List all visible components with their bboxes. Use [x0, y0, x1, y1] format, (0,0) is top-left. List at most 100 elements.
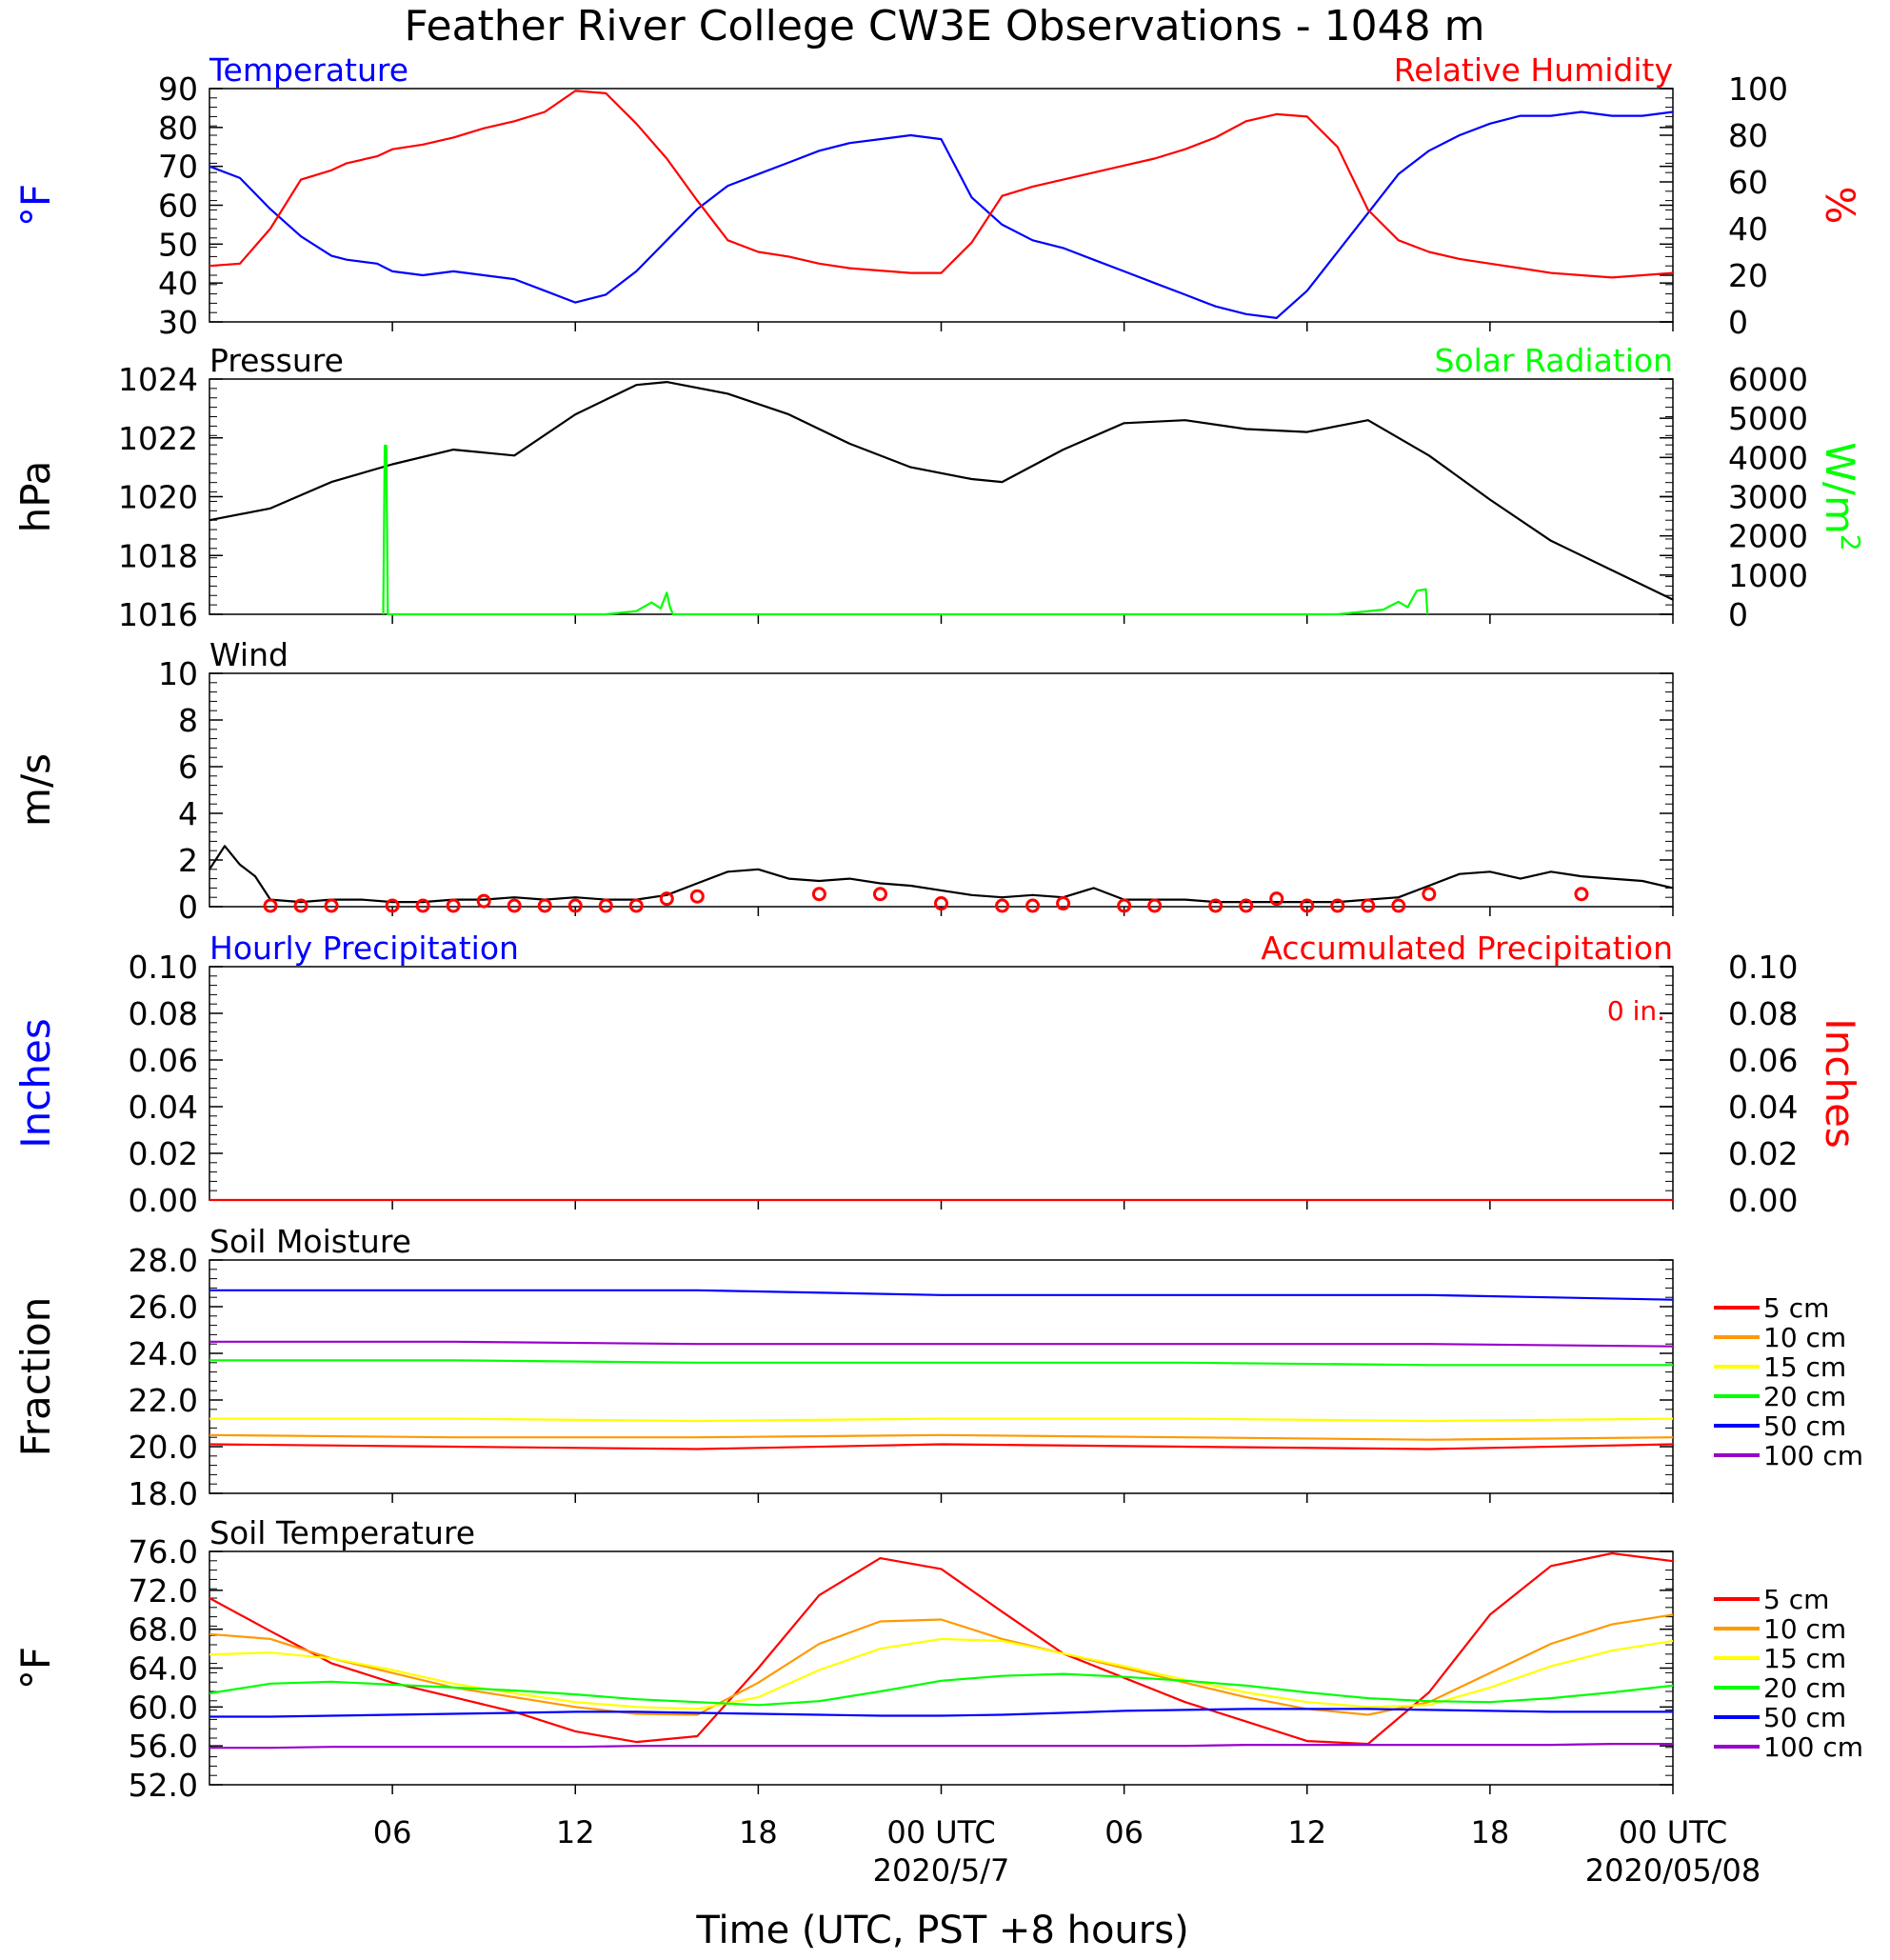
- wind-marker: [537, 898, 552, 913]
- wind-marker: [689, 889, 705, 904]
- y-axis-label-superscript: 2: [1835, 534, 1866, 551]
- series-line-wind: [209, 845, 1674, 904]
- wind-marker: [1269, 891, 1284, 907]
- wind-marker: [293, 898, 308, 913]
- legend-label: 5 cm: [1763, 1292, 1829, 1324]
- plot-frame: [209, 672, 1674, 908]
- legend-label: 15 cm: [1763, 1351, 1846, 1383]
- y-tick-label-right: 0.08: [1728, 995, 1798, 1032]
- wind-marker: [1117, 898, 1132, 913]
- y-axis-label-left: Inches: [12, 1018, 59, 1148]
- wind-marker: [324, 898, 339, 913]
- y-tick-label-left: 1022: [118, 420, 198, 457]
- y-tick-label-left: 8: [178, 702, 198, 739]
- y-tick-label-left: 2: [178, 842, 198, 879]
- y-tick-label-left: 1024: [118, 361, 198, 398]
- plot-frame: [209, 378, 1674, 615]
- legend-label: 15 cm: [1763, 1643, 1846, 1674]
- y-tick-label-left: 0: [178, 889, 198, 926]
- legend-label: 10 cm: [1763, 1322, 1846, 1353]
- y-tick-label-right: 4000: [1728, 439, 1808, 476]
- y-tick-label-left: 0.08: [129, 995, 198, 1032]
- y-tick-label-right: 6000: [1728, 361, 1808, 398]
- series-line-20-cm: [209, 1359, 1673, 1367]
- y-tick-label-left: 72.0: [129, 1572, 198, 1610]
- wind-marker: [1300, 898, 1315, 913]
- y-tick-label-right: 0.10: [1728, 949, 1798, 986]
- wind-marker: [1056, 896, 1071, 911]
- y-tick-label-left: 18.0: [129, 1475, 198, 1512]
- y-tick-label-left: 40: [158, 265, 198, 302]
- x-tick-label: 00 UTC: [1619, 1814, 1727, 1850]
- legend-label: 100 cm: [1763, 1731, 1863, 1763]
- y-tick-label-left: 10: [158, 655, 198, 692]
- wind-marker: [1422, 887, 1437, 902]
- y-tick-label-left: 56.0: [129, 1728, 198, 1765]
- x-axis-label: Time (UTC, PST +8 hours): [695, 1909, 1188, 1952]
- y-tick-label-left: 4: [178, 795, 198, 832]
- y-tick-label-left: 26.0: [129, 1289, 198, 1326]
- y-tick-label-left: 20.0: [129, 1429, 198, 1466]
- y-tick-label-left: 1020: [118, 479, 198, 516]
- y-tick-label-left: 76.0: [129, 1533, 198, 1570]
- wind-marker: [385, 898, 400, 913]
- y-tick-label-left: 0.00: [129, 1182, 198, 1219]
- date-label: 2020/05/08: [1585, 1852, 1761, 1889]
- y-tick-label-left: 1016: [118, 596, 198, 633]
- date-label: 2020/5/7: [873, 1852, 1010, 1889]
- y-axis-label-left: °F: [12, 184, 59, 227]
- y-tick-label-left: 6: [178, 749, 198, 786]
- series-line-100-cm: [209, 1340, 1674, 1348]
- x-tick-label: 18: [739, 1814, 778, 1850]
- wind-marker: [1147, 898, 1163, 913]
- y-tick-label-left: 0.10: [129, 949, 198, 986]
- wind-marker: [1574, 887, 1589, 902]
- wind-marker: [1391, 898, 1406, 913]
- panel-title-left: Temperature: [209, 51, 408, 89]
- y-tick-label-left: 0.02: [129, 1135, 198, 1172]
- series-line-solar-radiation: [382, 444, 1429, 616]
- wind-marker: [507, 898, 522, 913]
- y-axis-label-right: W/m2: [1817, 442, 1866, 550]
- y-tick-label-left: 68.0: [129, 1611, 198, 1649]
- y-tick-label-left: 70: [158, 149, 198, 186]
- series-line-10-cm: [209, 1613, 1674, 1716]
- y-tick-label-left: 0.06: [129, 1042, 198, 1079]
- wind-marker: [476, 893, 491, 909]
- panel-title-right: Relative Humidity: [1394, 51, 1673, 89]
- panel-title-right: Solar Radiation: [1434, 342, 1673, 379]
- panel-soil_temperature: 52.056.060.064.068.072.076.0 Soil Tempera…: [12, 1514, 1863, 1804]
- y-axis-label-right: %: [1817, 187, 1863, 225]
- x-tick-label: 18: [1471, 1814, 1510, 1850]
- series-line-15-cm: [209, 1417, 1674, 1423]
- y-tick-label-left: 22.0: [129, 1382, 198, 1419]
- series-line-pressure: [209, 381, 1674, 601]
- panel-title-right: Accumulated Precipitation: [1261, 930, 1673, 967]
- y-tick-label-right: 0.00: [1728, 1182, 1798, 1219]
- wind-marker: [567, 898, 583, 913]
- y-tick-label-left: 52.0: [129, 1767, 198, 1804]
- wind-marker: [1330, 898, 1345, 913]
- y-tick-label-left: 30: [158, 304, 198, 341]
- y-tick-label-right: 1000: [1728, 557, 1808, 594]
- wind-marker: [1361, 898, 1376, 913]
- y-tick-label-left: 24.0: [129, 1335, 198, 1372]
- x-tick-label: 12: [1287, 1814, 1326, 1850]
- y-tick-label-left: 64.0: [129, 1650, 198, 1688]
- series-line-100-cm: [209, 1742, 1673, 1750]
- legend-label: 20 cm: [1763, 1381, 1846, 1412]
- wind-marker: [659, 891, 674, 907]
- panel-soil_moisture: 18.0 20.0 22.0 24.0 26.0 28.0 Soil Moisture Fra…: [12, 1223, 1863, 1512]
- series-line-15-cm: [209, 1637, 1674, 1710]
- x-tick-label: 06: [1104, 1814, 1144, 1850]
- y-tick-label-right: 0: [1728, 304, 1748, 341]
- wind-marker: [1239, 898, 1254, 913]
- wind-marker: [1208, 898, 1224, 913]
- y-tick-label-right: 2000: [1728, 518, 1808, 555]
- panel-precipitation: 0.00 0.02 0.04 0.06 0.08 0.10 0.00 0.02 0.04 0.06…: [12, 930, 1863, 1219]
- y-tick-label-left: 0.04: [129, 1089, 198, 1126]
- y-tick-label-right: 0: [1728, 596, 1748, 633]
